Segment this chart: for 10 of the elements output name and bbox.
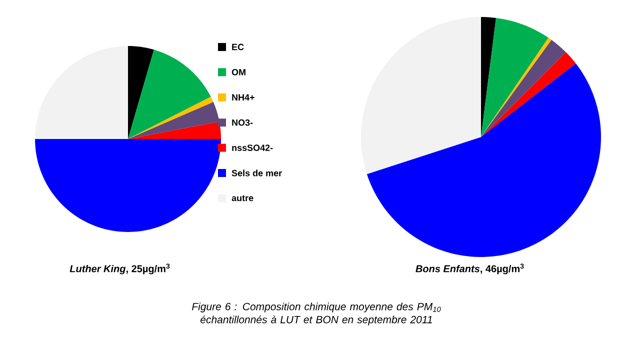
legend-label: Sels de mer (232, 170, 282, 176)
legend-label: OM (232, 69, 246, 76)
text: Luther King, 25µg/m$^{3}$ (70, 264, 170, 274)
caption: Figure 6 : Composition chimique moyenne des PM$_{10}$ échantillonnés à LUT et BON en septembre 2011 (192, 302, 441, 326)
legend-label: NH4+ (232, 94, 254, 100)
legend-label: NO3- (232, 119, 253, 126)
legend-label: autre (232, 195, 254, 202)
legend-label: EC (232, 44, 244, 50)
legend-label: nssSO42- (232, 144, 273, 151)
text: Bons Enfants, 46µg/m$^{3}$ (416, 264, 524, 274)
